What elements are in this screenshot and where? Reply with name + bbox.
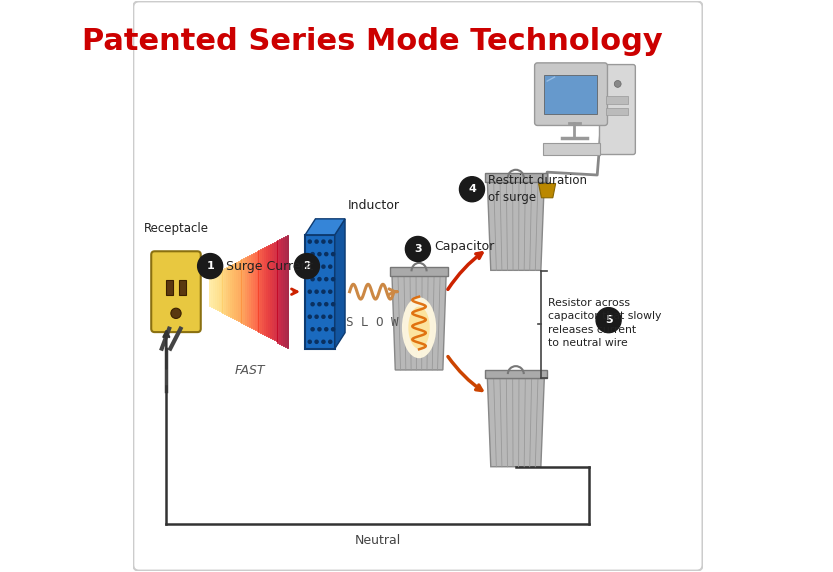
Ellipse shape	[408, 307, 430, 349]
Circle shape	[596, 308, 621, 333]
Bar	[166, 280, 172, 295]
Circle shape	[331, 277, 336, 281]
Circle shape	[614, 81, 621, 88]
Text: Neutral: Neutral	[355, 534, 402, 547]
Circle shape	[331, 327, 336, 332]
FancyBboxPatch shape	[133, 1, 702, 571]
FancyBboxPatch shape	[535, 63, 607, 125]
Circle shape	[307, 315, 312, 319]
Bar	[305, 235, 335, 348]
Polygon shape	[487, 379, 544, 467]
FancyBboxPatch shape	[600, 65, 636, 154]
Circle shape	[324, 277, 328, 281]
Text: FAST: FAST	[235, 364, 265, 377]
Bar	[543, 142, 600, 155]
Circle shape	[311, 252, 315, 256]
Circle shape	[331, 302, 336, 307]
Polygon shape	[335, 219, 345, 348]
Circle shape	[314, 315, 319, 319]
Circle shape	[311, 277, 315, 281]
Circle shape	[314, 264, 319, 269]
Polygon shape	[539, 184, 556, 198]
Text: 3: 3	[414, 244, 421, 254]
Bar	[179, 280, 187, 295]
Text: Surge Current: Surge Current	[226, 260, 313, 273]
Text: Restrict duration
of surge: Restrict duration of surge	[488, 174, 587, 204]
Text: Capacitor: Capacitor	[434, 240, 494, 253]
FancyBboxPatch shape	[152, 251, 201, 332]
Text: Inductor: Inductor	[347, 199, 399, 212]
Circle shape	[406, 236, 431, 261]
Circle shape	[171, 308, 181, 319]
Text: S L O W: S L O W	[346, 316, 398, 329]
Circle shape	[328, 340, 332, 344]
Circle shape	[322, 239, 326, 244]
Circle shape	[311, 302, 315, 307]
Circle shape	[317, 252, 322, 256]
Text: 4: 4	[468, 184, 476, 194]
Circle shape	[311, 327, 315, 332]
Bar	[544, 75, 597, 113]
Circle shape	[317, 327, 322, 332]
Bar	[485, 173, 546, 182]
Polygon shape	[487, 182, 544, 271]
Circle shape	[307, 340, 312, 344]
Bar	[390, 267, 448, 276]
Circle shape	[322, 315, 326, 319]
Text: Resistor across
capacitor that slowly
releases current
to neutral wire: Resistor across capacitor that slowly re…	[547, 298, 661, 348]
Polygon shape	[305, 219, 345, 235]
Circle shape	[322, 340, 326, 344]
Circle shape	[460, 177, 485, 202]
Ellipse shape	[402, 297, 436, 358]
Text: 5: 5	[605, 315, 612, 325]
Circle shape	[294, 253, 319, 279]
Bar	[485, 370, 546, 379]
Circle shape	[314, 239, 319, 244]
Circle shape	[307, 289, 312, 294]
Circle shape	[328, 289, 332, 294]
Circle shape	[307, 239, 312, 244]
Circle shape	[331, 252, 336, 256]
Bar	[606, 97, 628, 104]
Circle shape	[317, 302, 322, 307]
Circle shape	[328, 315, 332, 319]
Circle shape	[328, 239, 332, 244]
Circle shape	[314, 289, 319, 294]
Circle shape	[328, 264, 332, 269]
Circle shape	[322, 289, 326, 294]
Circle shape	[317, 277, 322, 281]
Circle shape	[314, 340, 319, 344]
Polygon shape	[392, 276, 446, 370]
Text: Receptacle: Receptacle	[143, 222, 208, 235]
Circle shape	[197, 253, 222, 279]
Circle shape	[324, 302, 328, 307]
Circle shape	[307, 264, 312, 269]
Text: 1: 1	[207, 261, 214, 271]
Text: Patented Series Mode Technology: Patented Series Mode Technology	[82, 27, 663, 55]
Circle shape	[324, 252, 328, 256]
Circle shape	[324, 327, 328, 332]
Circle shape	[322, 264, 326, 269]
Text: 2: 2	[303, 261, 311, 271]
Bar	[606, 108, 628, 115]
